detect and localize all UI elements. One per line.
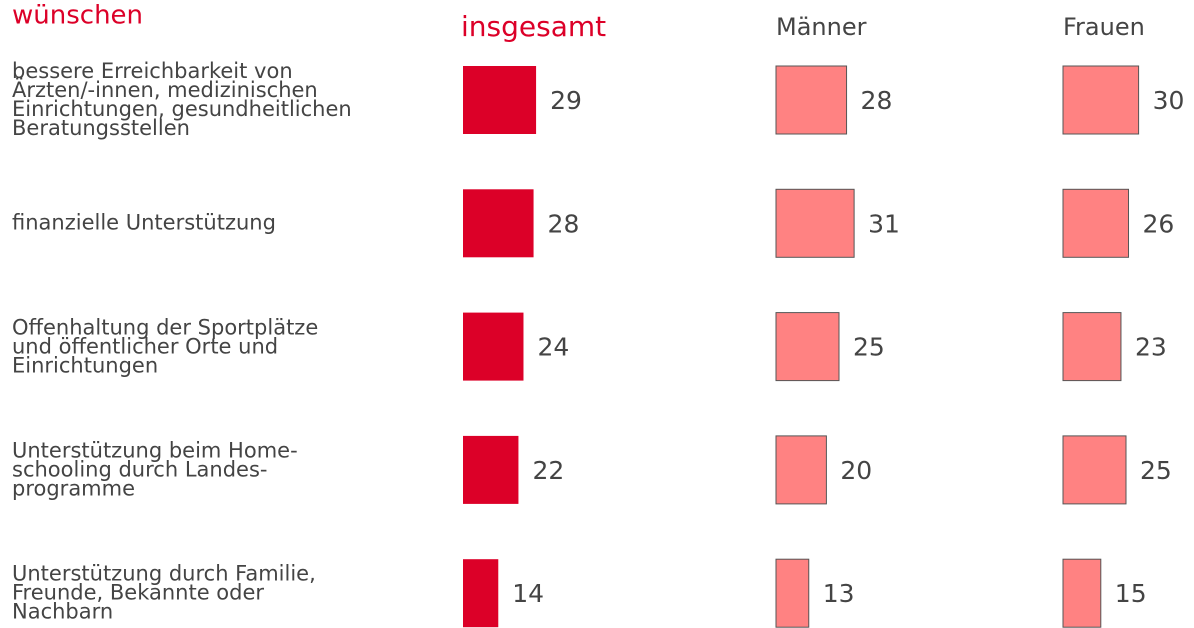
series-header: insgesamt	[461, 10, 606, 43]
bar	[775, 312, 840, 382]
bar	[775, 65, 848, 135]
value-label: 28	[861, 86, 893, 115]
bar	[1062, 188, 1130, 258]
value-label: 30	[1153, 86, 1185, 115]
value-label: 15	[1115, 579, 1147, 608]
value-label: 22	[532, 456, 564, 485]
series-header: Männer	[776, 13, 867, 41]
value-label: 31	[868, 209, 900, 238]
bar	[775, 188, 855, 258]
value-label: 28	[548, 209, 580, 238]
bar	[463, 66, 537, 134]
value-label: 13	[823, 579, 855, 608]
bar	[463, 312, 524, 381]
category-label: bessere Erreichbarkeit von Ärzten/-innen…	[12, 59, 352, 140]
category-label: Unterstützung durch Familie, Freunde, Be…	[12, 561, 316, 624]
category-label: Offenhaltung der Sportplätze und öffentl…	[12, 315, 319, 378]
bar	[1062, 435, 1127, 505]
value-label: 14	[512, 579, 544, 608]
value-label: 25	[853, 333, 885, 362]
value-label: 24	[537, 333, 569, 362]
value-label: 20	[840, 456, 872, 485]
value-label: 29	[550, 86, 582, 115]
value-label: 25	[1140, 456, 1172, 485]
category-label: Unterstützung beim Home- schooling durch…	[12, 438, 298, 501]
value-label: 23	[1135, 333, 1167, 362]
bar	[463, 559, 499, 628]
bar	[1062, 312, 1122, 382]
bar	[463, 189, 534, 258]
bar	[463, 435, 519, 504]
bar	[775, 558, 810, 628]
bar	[1062, 65, 1140, 135]
bar	[775, 435, 827, 505]
series-header: Frauen	[1063, 13, 1145, 41]
chart-title: wünschen	[12, 1, 143, 31]
bar	[1062, 558, 1102, 628]
value-label: 26	[1143, 209, 1175, 238]
category-label: finanzielle Unterstützung	[12, 210, 276, 235]
